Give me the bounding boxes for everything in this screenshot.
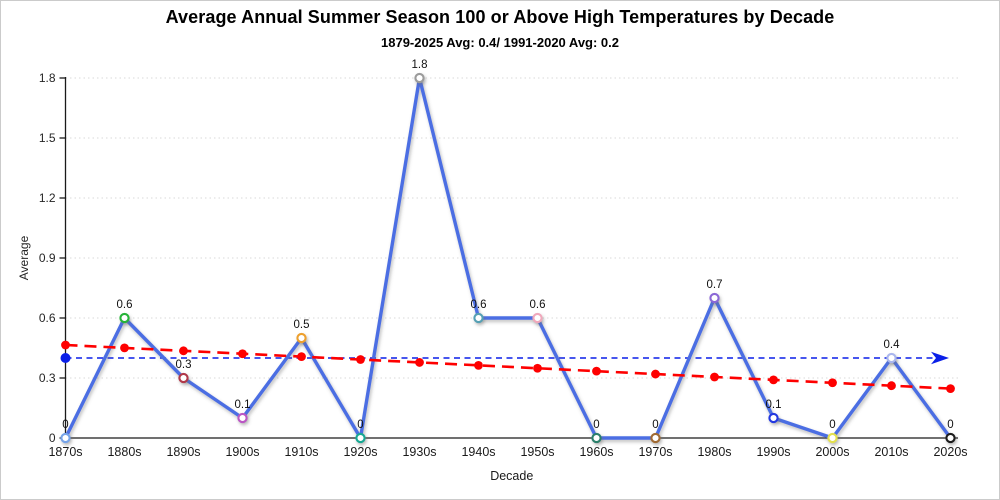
x-tick-label: 1990s xyxy=(756,445,790,459)
x-tick-label: 2000s xyxy=(815,445,849,459)
x-tick-label: 1890s xyxy=(166,445,200,459)
y-axis-title: Average xyxy=(17,235,31,280)
chart-subtitle: 1879-2025 Avg: 0.4/ 1991-2020 Avg: 0.2 xyxy=(381,35,619,50)
x-tick-label: 1960s xyxy=(579,445,613,459)
y-tick-label: 0.9 xyxy=(39,251,56,265)
data-point-label: 0 xyxy=(62,419,68,431)
data-point-marker xyxy=(60,432,71,444)
x-tick-label: 1970s xyxy=(638,445,672,459)
data-point-label: 0.1 xyxy=(235,399,251,411)
trendline-dot xyxy=(120,343,129,353)
data-point-marker xyxy=(768,412,779,424)
data-point-label: 0.5 xyxy=(294,319,310,331)
data-point-marker xyxy=(296,332,307,344)
data-point-label: 0.6 xyxy=(117,299,133,311)
data-point-marker xyxy=(532,312,543,324)
trendline-dot xyxy=(887,381,896,391)
data-point-label: 0.6 xyxy=(530,299,546,311)
x-tick-label: 1870s xyxy=(48,445,82,459)
y-tick-label: 0.6 xyxy=(39,311,56,325)
trendline-dot xyxy=(710,372,719,382)
y-tick-label: 1.8 xyxy=(39,71,56,85)
x-tick-label: 1910s xyxy=(284,445,318,459)
data-point-label: 0.7 xyxy=(707,279,723,291)
trendline-dot xyxy=(592,366,601,376)
reference-line-start-dot xyxy=(60,353,71,363)
reference-line-arrow-icon xyxy=(931,351,949,365)
x-axis-title: Decade xyxy=(490,469,533,483)
trendline-dot xyxy=(415,358,424,367)
y-tick-label: 0 xyxy=(49,431,56,445)
trendline-dot xyxy=(651,369,660,379)
data-point-marker xyxy=(650,432,661,444)
data-point-label: 0.3 xyxy=(176,359,192,371)
x-tick-label: 1980s xyxy=(697,445,731,459)
trendline xyxy=(65,343,951,390)
x-tick-label: 1880s xyxy=(107,445,141,459)
data-point-marker xyxy=(237,412,248,424)
x-tick-label: 1940s xyxy=(461,445,495,459)
trendline-dot xyxy=(828,378,837,388)
trendline-dot xyxy=(179,346,188,356)
x-tick-label: 2020s xyxy=(933,445,967,459)
y-tick-label: 1.2 xyxy=(39,191,56,205)
x-tick-label: 1950s xyxy=(520,445,554,459)
data-point-marker xyxy=(178,372,189,384)
data-point-label: 0.4 xyxy=(884,339,901,351)
x-tick-label: 1900s xyxy=(225,445,259,459)
trendline-dot xyxy=(474,360,483,370)
data-point-marker xyxy=(473,312,484,324)
data-point-label: 0 xyxy=(829,419,835,431)
data-point-marker xyxy=(355,432,366,444)
trendline-dot xyxy=(356,355,365,364)
x-tick-label: 2010s xyxy=(874,445,908,459)
trendline-dot xyxy=(238,349,247,359)
x-tick-label: 1930s xyxy=(402,445,436,459)
data-point-marker xyxy=(119,312,130,324)
data-point-marker xyxy=(591,432,602,444)
data-point-label: 0.6 xyxy=(471,299,487,311)
trendline-dot xyxy=(61,340,70,350)
trendline-dot xyxy=(769,375,778,385)
series-group xyxy=(63,76,953,440)
data-point-label: 0 xyxy=(593,419,599,431)
y-tick-label: 0.3 xyxy=(39,371,56,385)
data-point-label: 0 xyxy=(947,419,953,431)
data-point-label: 0 xyxy=(357,419,363,431)
data-point-label: 0 xyxy=(652,419,658,431)
y-tick-label: 1.5 xyxy=(39,131,56,145)
trendline-dot xyxy=(297,352,306,362)
x-tick-label: 1920s xyxy=(343,445,377,459)
data-point-marker xyxy=(827,432,838,444)
data-point-label: 0.1 xyxy=(766,399,782,411)
data-point-marker xyxy=(709,292,720,304)
data-point-marker xyxy=(886,352,897,364)
trendline-dot xyxy=(533,363,542,373)
marker-group xyxy=(60,72,956,444)
data-point-marker xyxy=(414,72,425,84)
data-point-label: 1.8 xyxy=(412,59,428,71)
series-line xyxy=(63,76,953,440)
trendline-dot xyxy=(946,384,955,393)
chart-title: Average Annual Summer Season 100 or Abov… xyxy=(165,7,835,27)
data-point-marker xyxy=(945,432,956,444)
